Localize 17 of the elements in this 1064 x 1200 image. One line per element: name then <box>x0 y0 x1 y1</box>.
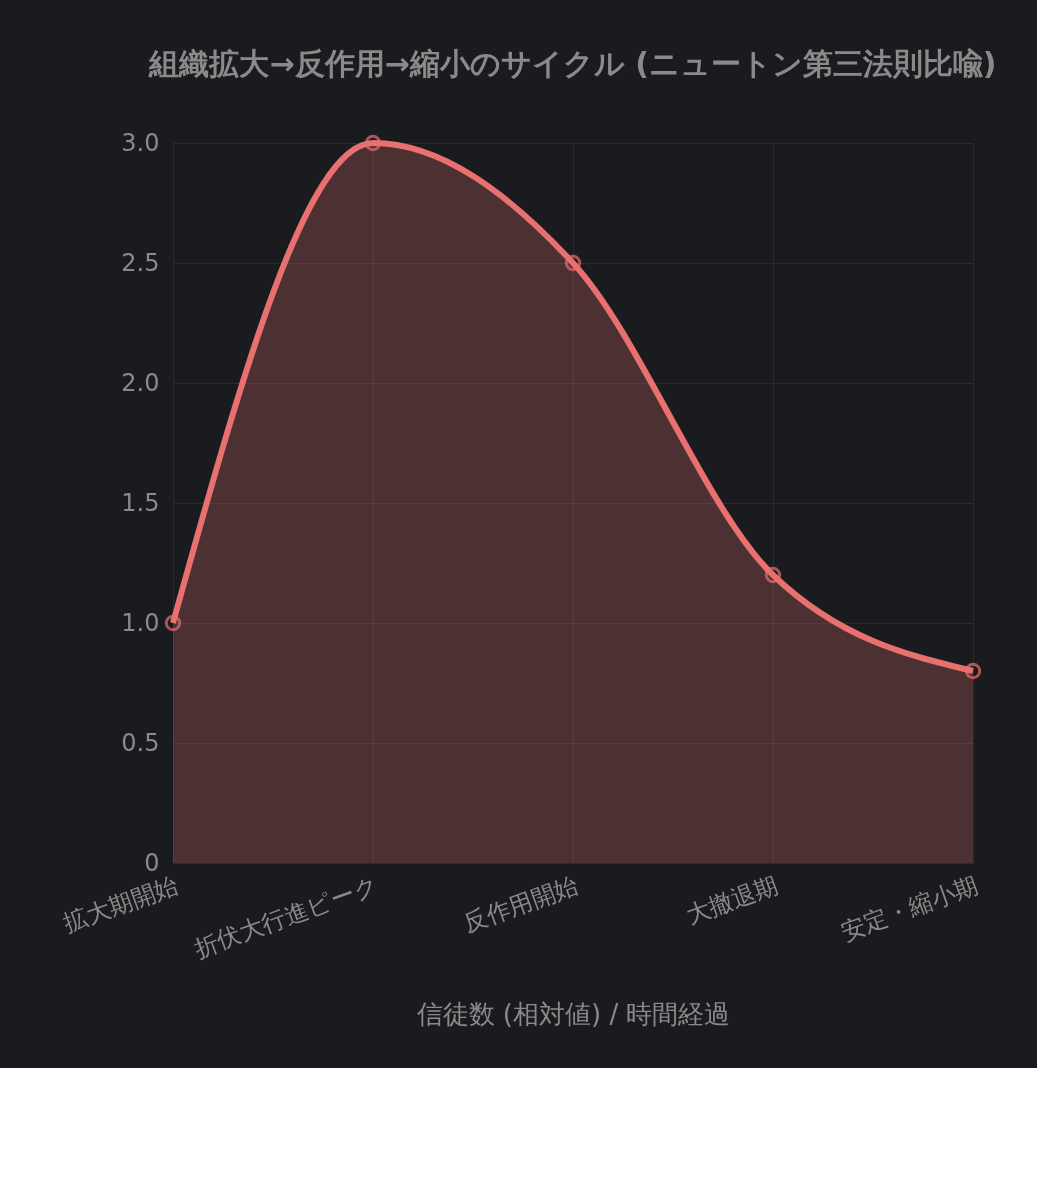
point <box>564 254 582 272</box>
point <box>164 614 182 632</box>
x-tick-label: 大撤退期 <box>682 870 783 930</box>
chart-title: 組織拡大→反作用→縮小のサイクル (ニュートン第三法則比喩) <box>148 46 997 82</box>
x-tick-label: 安定・縮小期 <box>837 870 983 947</box>
y-tick-label: 1.5 <box>121 488 160 517</box>
y-tick-label: 2.5 <box>121 248 160 277</box>
y-tick-label: 3.0 <box>121 128 160 157</box>
x-axis-title: 信徒数 (相対値) / 時間経過 <box>416 999 731 1030</box>
x-tick-label: 折伏大行進ピーク <box>190 870 383 964</box>
x-tick-label: 反作用開始 <box>459 870 583 939</box>
point <box>764 566 782 584</box>
point <box>364 134 382 152</box>
point <box>964 662 982 680</box>
y-tick-label: 1.0 <box>121 608 160 637</box>
y-tick-label: 2.0 <box>121 368 160 397</box>
y-tick-label: 0.5 <box>121 728 160 757</box>
